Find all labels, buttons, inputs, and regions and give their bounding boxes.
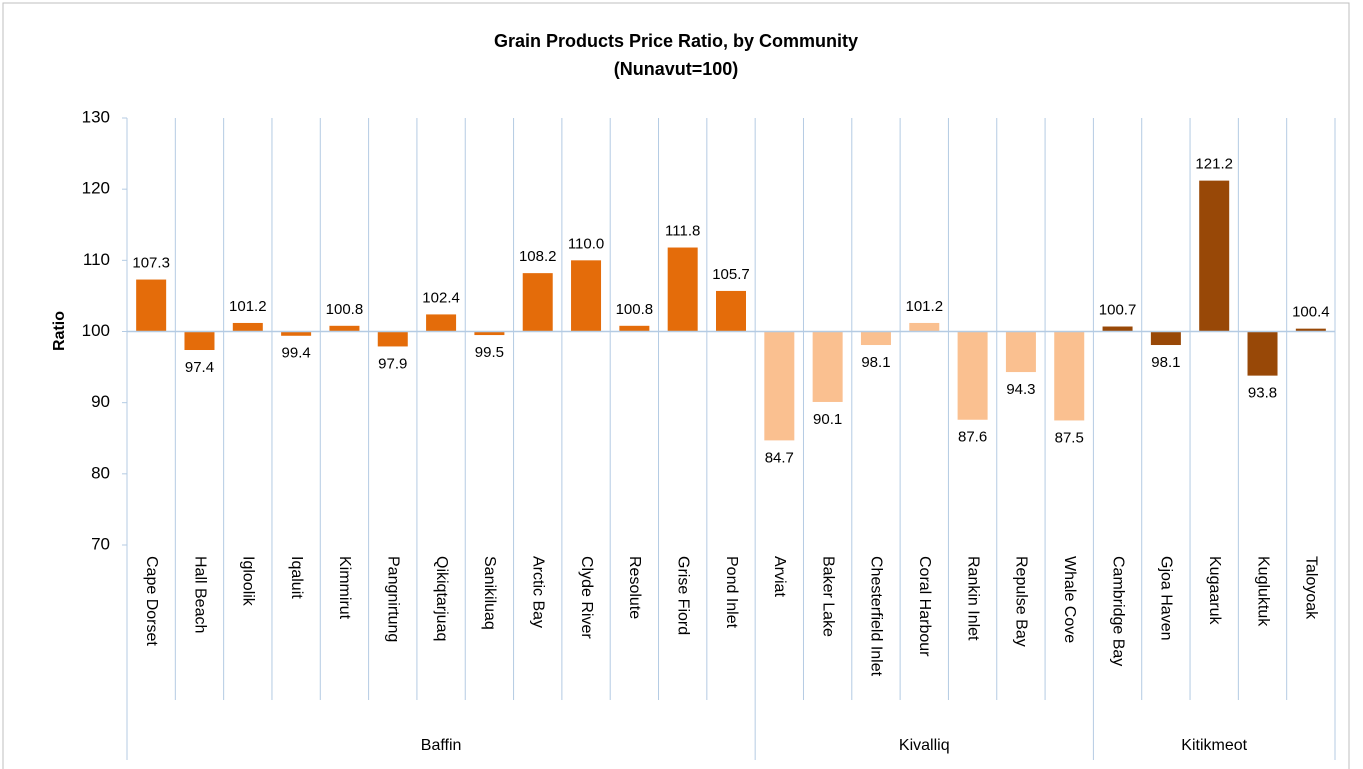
value-label: 97.9 (378, 355, 407, 372)
value-label: 100.8 (616, 301, 654, 318)
value-label: 111.8 (665, 222, 700, 239)
value-label: 84.7 (765, 449, 794, 466)
x-tick-label: Gjoa Haven (1158, 556, 1175, 641)
y-tick-label: 70 (91, 534, 110, 553)
x-tick-label: Grise Fiord (674, 556, 691, 635)
x-tick-label: Kimmirut (336, 556, 353, 620)
value-label: 100.7 (1099, 301, 1137, 318)
bar (377, 331, 408, 347)
value-label: 108.2 (519, 248, 557, 265)
y-tick-label: 130 (82, 107, 110, 126)
bar (619, 325, 650, 332)
bar (1005, 331, 1036, 373)
x-tick-label: Hall Beach (191, 556, 208, 633)
x-tick-label: Pond Inlet (723, 556, 740, 629)
x-tick-label: Taloyoak (1303, 556, 1320, 620)
bar (281, 331, 312, 336)
value-label: 107.3 (132, 255, 170, 272)
x-tick-label: Repulse Bay (1013, 556, 1030, 647)
bar (1054, 331, 1085, 421)
bar (522, 273, 553, 332)
bar (957, 331, 988, 420)
group-label: Baffin (421, 737, 462, 754)
value-label: 99.4 (282, 345, 311, 362)
bar (426, 314, 457, 332)
bar (136, 279, 167, 332)
x-tick-label: Baker Lake (819, 556, 836, 637)
bar (1102, 326, 1133, 332)
bar (1295, 328, 1326, 332)
value-label: 98.1 (1151, 354, 1180, 371)
y-tick-label: 80 (91, 463, 110, 482)
value-label: 100.4 (1292, 304, 1330, 321)
x-tick-label: Igloolik (240, 556, 257, 607)
bar (716, 290, 746, 332)
x-tick-label: Resolute (626, 556, 643, 619)
bar (1199, 180, 1230, 332)
bar (571, 260, 602, 332)
x-tick-label: Chesterfield Inlet (868, 556, 885, 677)
bar (909, 322, 940, 332)
x-tick-label: Arviat (771, 556, 788, 597)
x-tick-label: Rankin Inlet (964, 556, 981, 641)
value-label: 93.8 (1248, 385, 1277, 402)
y-axis-label: Ratio (51, 311, 68, 351)
x-tick-label: Cambridge Bay (1109, 556, 1126, 666)
value-label: 99.5 (475, 344, 504, 361)
value-label: 87.5 (1055, 429, 1084, 446)
bar (1150, 331, 1181, 346)
x-tick-label: Arctic Bay (529, 556, 546, 628)
value-label: 98.1 (861, 354, 890, 371)
y-tick-label: 110 (83, 250, 110, 269)
x-tick-label: Kugaaruk (1206, 556, 1223, 625)
value-label: 110.0 (568, 235, 604, 252)
value-label: 90.1 (813, 411, 842, 428)
x-tick-label: Sanikiluaq (481, 556, 498, 630)
bar (812, 331, 843, 402)
x-tick-label: Kugluktuk (1254, 556, 1271, 627)
group-label: Kitikmeot (1181, 737, 1247, 754)
bar (667, 247, 698, 332)
bar (329, 325, 360, 332)
y-tick-label: 100 (82, 321, 110, 340)
y-tick-label: 120 (82, 179, 110, 198)
group-label: Kivalliq (899, 737, 950, 754)
bar (1247, 331, 1278, 376)
value-label: 87.6 (958, 429, 987, 446)
bar (474, 331, 505, 336)
x-tick-label: Cape Dorset (143, 556, 160, 646)
x-tick-label: Whale Cove (1061, 556, 1078, 643)
value-label: 101.2 (229, 298, 267, 315)
x-tick-label: Qikiqtarjuaq (433, 556, 450, 641)
y-tick-label: 90 (91, 392, 110, 411)
value-label: 121.2 (1195, 156, 1233, 173)
x-tick-label: Clyde River (578, 556, 595, 639)
bar (232, 322, 263, 332)
value-label: 105.7 (712, 266, 750, 283)
value-label: 102.4 (422, 289, 460, 306)
chart-subtitle: (Nunavut=100) (614, 59, 739, 79)
value-label: 94.3 (1006, 381, 1035, 398)
value-label: 100.8 (326, 301, 364, 318)
bar (184, 331, 215, 351)
x-tick-label: Iqaluit (288, 556, 305, 599)
x-tick-label: Coral Harbour (916, 556, 933, 657)
value-label: 101.2 (906, 298, 944, 315)
x-tick-label: Pangnirtung (385, 556, 402, 642)
value-label: 97.4 (185, 359, 214, 376)
chart-title: Grain Products Price Ratio, by Community (494, 31, 858, 51)
bar (764, 331, 795, 441)
bar (860, 331, 891, 346)
